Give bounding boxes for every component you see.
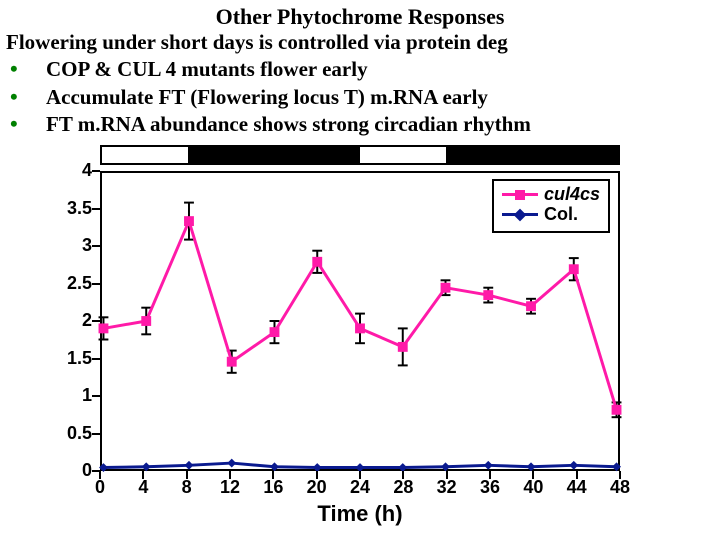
legend-label: cul4cs: [544, 185, 600, 205]
x-tick-label: 44: [567, 477, 587, 498]
chart: cul4cs Col. 00.511.522.533.54 0481216202…: [10, 145, 650, 535]
bullet-text: FT m.RNA abundance shows strong circadia…: [46, 111, 531, 137]
x-tick-label: 40: [523, 477, 543, 498]
plot-area: cul4cs Col.: [100, 171, 620, 471]
y-tick-label: 1.5: [42, 348, 92, 369]
bullet-text: Accumulate FT (Flowering locus T) m.RNA …: [46, 84, 488, 110]
y-tick-label: 4: [42, 160, 92, 181]
x-tick-label: 36: [480, 477, 500, 498]
x-tick-label: 48: [610, 477, 630, 498]
y-tick-label: 2.5: [42, 273, 92, 294]
x-tick-label: 24: [350, 477, 370, 498]
diamond-marker-icon: [514, 208, 527, 221]
y-tick-label: 2: [42, 310, 92, 331]
legend-item-cul4cs: cul4cs: [502, 185, 600, 205]
page-title: Other Phytochrome Responses: [0, 0, 720, 30]
x-tick-label: 28: [393, 477, 413, 498]
y-tick-label: 0.5: [42, 423, 92, 444]
list-item: • FT m.RNA abundance shows strong circad…: [6, 110, 720, 138]
x-tick-label: 32: [437, 477, 457, 498]
legend: cul4cs Col.: [492, 179, 610, 233]
legend-item-col: Col.: [502, 205, 600, 225]
x-tick-label: 0: [95, 477, 105, 498]
subtitle: Flowering under short days is controlled…: [0, 30, 720, 55]
light-dark-bar: [100, 145, 620, 165]
y-tick-label: 3: [42, 235, 92, 256]
legend-label: Col.: [544, 205, 578, 225]
x-tick-label: 12: [220, 477, 240, 498]
legend-swatch: [502, 213, 538, 216]
list-item: • Accumulate FT (Flowering locus T) m.RN…: [6, 83, 720, 111]
square-marker-icon: [515, 190, 525, 200]
bullet-icon: •: [6, 83, 46, 111]
legend-swatch: [502, 193, 538, 196]
x-tick-label: 16: [263, 477, 283, 498]
x-axis-title: Time (h): [317, 501, 402, 527]
bullet-icon: •: [6, 110, 46, 138]
x-tick-label: 8: [182, 477, 192, 498]
bullet-list: • COP & CUL 4 mutants flower early • Acc…: [0, 55, 720, 138]
y-tick-label: 0: [42, 460, 92, 481]
list-item: • COP & CUL 4 mutants flower early: [6, 55, 720, 83]
y-tick-label: 3.5: [42, 198, 92, 219]
x-tick-label: 20: [307, 477, 327, 498]
bullet-icon: •: [6, 55, 46, 83]
x-tick-label: 4: [138, 477, 148, 498]
y-tick-label: 1: [42, 385, 92, 406]
bullet-text: COP & CUL 4 mutants flower early: [46, 56, 368, 82]
